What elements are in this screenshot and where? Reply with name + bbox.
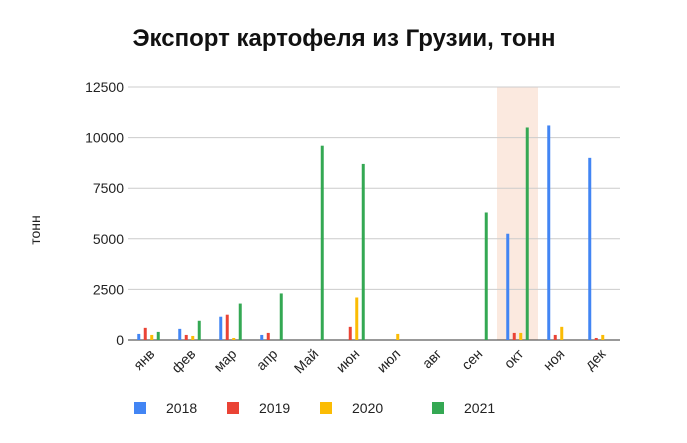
bar bbox=[519, 332, 523, 340]
bar bbox=[150, 334, 154, 340]
bar bbox=[219, 316, 223, 340]
legend-swatch bbox=[432, 402, 444, 414]
x-tick-label: фев bbox=[168, 346, 198, 376]
bar bbox=[588, 157, 592, 340]
bar bbox=[361, 163, 365, 340]
bar bbox=[355, 297, 359, 340]
bar bbox=[560, 326, 564, 340]
bar bbox=[238, 303, 242, 340]
bar bbox=[191, 335, 195, 340]
bar bbox=[266, 332, 270, 340]
y-tick-label: 5000 bbox=[93, 231, 124, 247]
bar bbox=[396, 333, 400, 340]
bar bbox=[547, 125, 551, 341]
y-tick-label: 2500 bbox=[93, 281, 124, 297]
bar bbox=[137, 333, 141, 340]
x-tick-label: апр bbox=[253, 345, 281, 373]
x-tick-label: янв bbox=[130, 346, 157, 373]
bar bbox=[279, 293, 283, 340]
bar bbox=[506, 233, 510, 340]
x-tick-label: июл bbox=[374, 346, 404, 376]
bar bbox=[260, 334, 264, 340]
highlight-band bbox=[497, 87, 538, 340]
legend-label: 2018 bbox=[166, 400, 197, 416]
y-axis-label: тонн bbox=[27, 215, 43, 245]
x-tick-label: авг bbox=[419, 346, 445, 372]
legend-swatch bbox=[134, 402, 146, 414]
bar bbox=[512, 332, 516, 340]
x-tick-label: Май bbox=[291, 346, 322, 377]
x-tick-label: сен bbox=[458, 346, 485, 373]
bar bbox=[143, 327, 147, 340]
bar bbox=[225, 314, 229, 340]
chart-title: Экспорт картофеля из Грузии, тонн bbox=[132, 25, 555, 52]
bar bbox=[601, 334, 605, 340]
legend-label: 2020 bbox=[352, 400, 383, 416]
legend-swatch bbox=[227, 402, 239, 414]
legend-label: 2019 bbox=[259, 400, 290, 416]
bar bbox=[553, 334, 557, 340]
bar bbox=[184, 334, 188, 340]
x-tick-label: июн bbox=[333, 346, 363, 376]
x-tick-label: мар bbox=[210, 345, 239, 374]
bar bbox=[320, 145, 324, 340]
x-tick-label: дек bbox=[582, 345, 610, 373]
bar bbox=[594, 337, 598, 340]
bar bbox=[197, 320, 201, 340]
bar bbox=[178, 328, 182, 340]
bar bbox=[484, 212, 488, 340]
bar bbox=[348, 326, 352, 340]
bar bbox=[525, 127, 529, 340]
bar bbox=[232, 337, 236, 340]
y-tick-label: 12500 bbox=[85, 79, 124, 95]
bar bbox=[156, 331, 160, 340]
y-tick-label: 0 bbox=[116, 332, 124, 348]
legend-label: 2021 bbox=[464, 400, 495, 416]
x-tick-label: ноя bbox=[540, 346, 568, 374]
y-tick-label: 10000 bbox=[85, 130, 124, 146]
y-tick-label: 7500 bbox=[93, 180, 124, 196]
x-tick-label: окт bbox=[501, 345, 527, 371]
legend-swatch bbox=[320, 402, 332, 414]
